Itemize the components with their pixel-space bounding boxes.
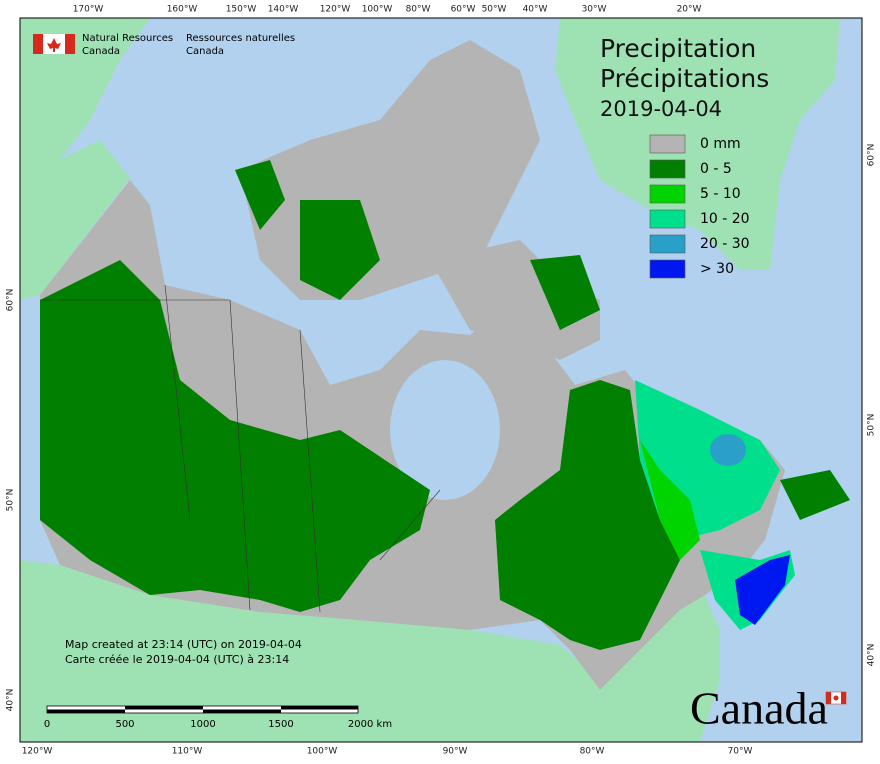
- flag-band-right: [65, 34, 75, 54]
- graticule-labels: 170°W 160°W 150°W 140°W 120°W 100°W 80°W 60°W 50…: [6, 5, 877, 757]
- graticule-top: 50°W: [482, 5, 507, 15]
- scale-bar: [46, 705, 359, 714]
- graticule-top: 100°W: [362, 5, 393, 15]
- hudson-bay: [390, 360, 500, 500]
- precip-quebec: [495, 380, 680, 650]
- graticule-left: 50°N: [6, 489, 16, 512]
- graticule-top: 20°W: [677, 5, 702, 15]
- map-area: [19, 17, 863, 743]
- flag-leaf: [47, 38, 61, 52]
- graticule-bottom: 70°W: [728, 747, 753, 757]
- precip-heavy: [735, 555, 790, 625]
- legend-swatch: [649, 159, 686, 179]
- legend-label: > 30: [700, 261, 734, 277]
- map-frame: [19, 17, 863, 743]
- graticule-top: 160°W: [167, 5, 198, 15]
- baffin-island: [430, 240, 600, 360]
- graticule-bottom: 110°W: [172, 747, 203, 757]
- wordmark-flag-leaf: [833, 695, 839, 701]
- graticule-bottom: 90°W: [443, 747, 468, 757]
- legend-label: 0 - 5: [700, 161, 732, 177]
- scale-label: 2000 km: [348, 719, 392, 730]
- agency-fr: Ressources naturelles: [186, 33, 295, 44]
- graticule-left: 60°N: [6, 289, 16, 312]
- scale-label: 500: [115, 719, 134, 730]
- legend-swatch: [649, 134, 686, 154]
- scale-labels: 0 500 1000 1500 2000 km: [44, 719, 392, 730]
- graticule-bottom: 120°W: [22, 747, 53, 757]
- scale-segment: [47, 709, 125, 713]
- scale-segment: [125, 706, 203, 710]
- graticule-right: 50°N: [867, 414, 877, 437]
- scale-segment: [203, 709, 281, 713]
- graticule-top: 120°W: [320, 5, 351, 15]
- logo: Natural Resources Canada Ressources natu…: [33, 33, 295, 57]
- precip-west: [40, 260, 430, 612]
- scale-label: 1000: [190, 719, 215, 730]
- agency-en: Natural Resources: [82, 33, 173, 44]
- agency-en-2: Canada: [82, 46, 120, 57]
- united-states: [20, 560, 720, 742]
- graticule-top: 170°W: [73, 5, 104, 15]
- graticule-bottom: 100°W: [307, 747, 338, 757]
- title-fr: Précipitations: [600, 64, 769, 93]
- precip-spot: [710, 434, 746, 466]
- legend-swatch: [649, 259, 686, 279]
- wordmark: Canada: [690, 683, 847, 734]
- wordmark-flag-band: [841, 692, 846, 704]
- agency-fr-2: Canada: [186, 46, 224, 57]
- legend-label: 10 - 20: [700, 211, 750, 227]
- graticule-bottom: 80°W: [580, 747, 605, 757]
- scale-segment: [281, 706, 358, 710]
- graticule-right: 60°N: [867, 144, 877, 167]
- graticule-right: 40°N: [867, 644, 877, 667]
- graticule-top: 30°W: [582, 5, 607, 15]
- scale-label: 1500: [268, 719, 293, 730]
- legend-swatch: [649, 234, 686, 254]
- wordmark-text: Canada: [690, 683, 828, 734]
- legend-label: 20 - 30: [700, 236, 750, 252]
- graticule-top: 60°W: [451, 5, 476, 15]
- legend-swatch: [649, 184, 686, 204]
- flag-band-left: [33, 34, 43, 54]
- graticule-left: 40°N: [6, 689, 16, 712]
- legend: 0 mm 0 - 5 5 - 10 10 - 20 20 - 30 > 30: [649, 134, 750, 279]
- footer-fr: Carte créée le 2019-04-04 (UTC) à 23:14: [65, 653, 289, 666]
- legend-label: 0 mm: [700, 136, 741, 152]
- greenland: [555, 18, 840, 270]
- alaska: [20, 18, 150, 170]
- graticule-top: 40°W: [523, 5, 548, 15]
- graticule-top: 80°W: [406, 5, 431, 15]
- precip-shore: [640, 440, 700, 560]
- title-date: 2019-04-04: [600, 97, 722, 121]
- boundaries: [40, 284, 441, 613]
- alaska-south: [20, 140, 130, 300]
- precip-islands: [235, 160, 850, 520]
- graticule-top: 140°W: [268, 5, 299, 15]
- legend-swatch: [649, 209, 686, 229]
- scale-label: 0: [44, 719, 50, 730]
- graticule-top: 150°W: [226, 5, 257, 15]
- title-en: Precipitation: [600, 34, 756, 63]
- wordmark-flag-band: [826, 692, 831, 704]
- footer-en: Map created at 23:14 (UTC) on 2019-04-04: [65, 638, 302, 651]
- legend-label: 5 - 10: [700, 186, 741, 202]
